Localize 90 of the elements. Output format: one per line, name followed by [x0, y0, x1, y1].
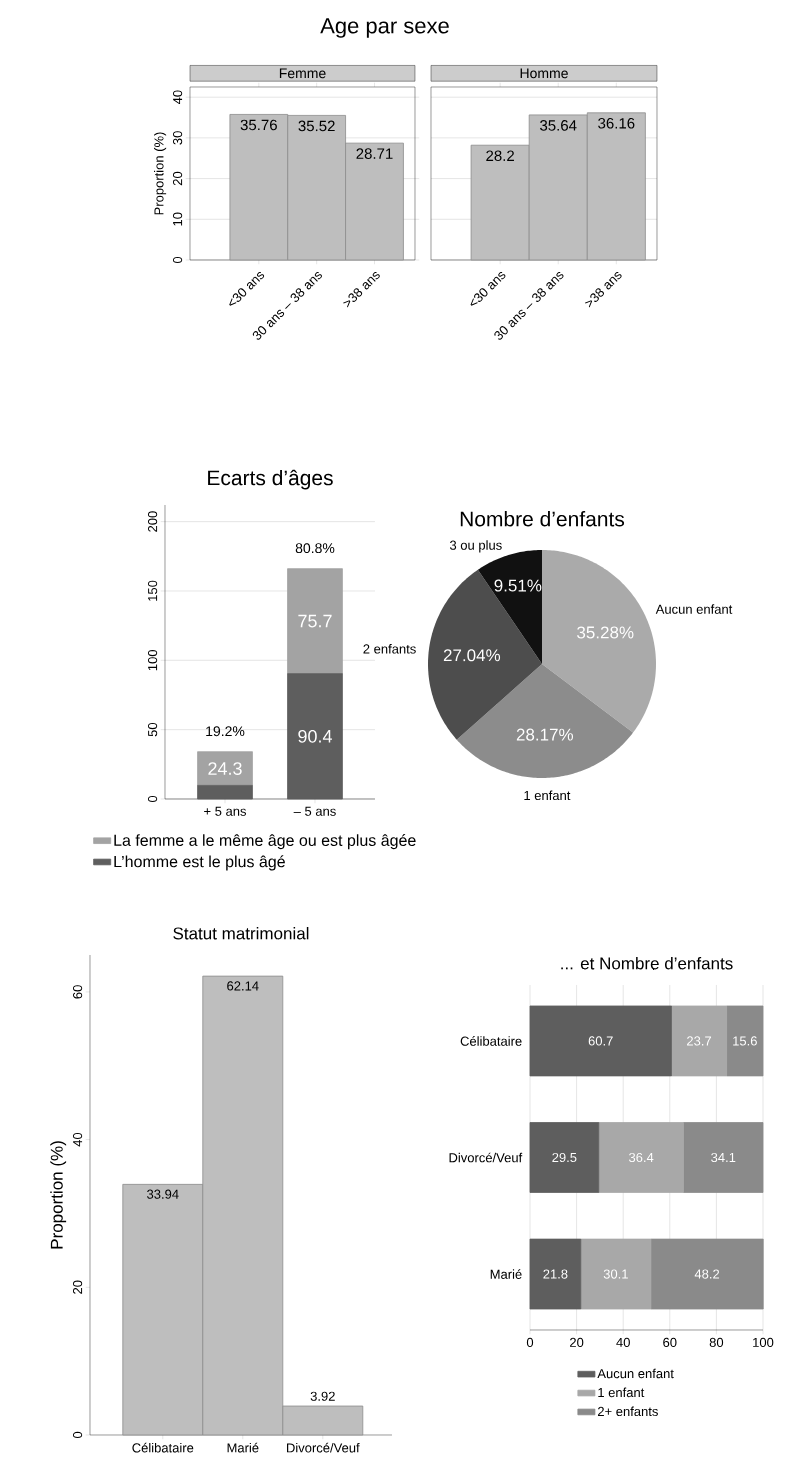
y-tick-label: 20 [72, 1280, 83, 1294]
x-tick-label: <30 ans [470, 272, 506, 306]
data-label: 35.28% [577, 626, 634, 639]
x-tick-label: 0 [526, 1337, 534, 1347]
bar [580, 1238, 652, 1310]
chart-title: ... et Nombre d’enfants [561, 956, 733, 970]
y-tick-label: 40 [72, 1132, 83, 1147]
x-tick-label: <30 ans [229, 272, 265, 306]
x-tick-label: 40 [616, 1337, 630, 1347]
bar [683, 1122, 764, 1193]
bar [726, 1005, 764, 1077]
data-label: 28.2 [486, 150, 514, 162]
y-tick-label: 40 [172, 90, 183, 105]
bar [650, 1238, 764, 1310]
data-label: 28.17% [516, 728, 574, 741]
y-axis-title: Proportion (%) [50, 1141, 67, 1249]
y-tick-label: 0 [172, 256, 183, 264]
y-axis-title: Proportion (%) [154, 132, 167, 215]
data-label: 35.52 [298, 120, 335, 132]
data-label: 29.5 [552, 1152, 577, 1163]
chart-title: Nombre d’enfants [460, 511, 625, 527]
bar [529, 1005, 672, 1077]
data-label: 36.4 [628, 1152, 654, 1163]
y-tick-label: 30 [172, 131, 183, 145]
slice-label: 3 ou plus [449, 540, 502, 553]
x-tick-label: – 5 ans [293, 806, 336, 816]
data-label: 3.92 [310, 1391, 335, 1401]
data-label: 15.6 [733, 1036, 757, 1046]
y-tick-label: Célibataire [460, 1036, 522, 1046]
data-label: 30.1 [603, 1269, 628, 1279]
x-tick-label: 100 [753, 1337, 774, 1347]
data-label: 75.7 [298, 614, 332, 628]
legend-label: Aucun enfant [597, 1368, 674, 1379]
slice-label: 2 enfants [363, 644, 416, 654]
x-tick-label: Marié [227, 1442, 259, 1453]
x-tick-label: + 5 ans [204, 806, 247, 816]
x-tick-label: Divorcé/Veuf [287, 1442, 360, 1453]
y-tick-label: 60 [72, 985, 83, 999]
x-tick-label: 20 [570, 1337, 584, 1347]
data-label: 48.2 [694, 1269, 720, 1279]
y-tick-label: 20 [172, 171, 183, 186]
annotation: 19.2% [206, 726, 245, 737]
bar [671, 1005, 728, 1077]
data-label: 33.94 [147, 1189, 179, 1199]
x-tick-label: 80 [709, 1337, 724, 1347]
chart-subtitle: Homme [520, 68, 568, 79]
x-tick-label: Célibataire [132, 1442, 194, 1453]
chart-subtitle: Femme [279, 68, 326, 79]
legend-label: La femme a le même âge ou est plus âgée [114, 834, 416, 850]
data-label: 21.8 [543, 1269, 568, 1279]
y-tick-label: 10 [172, 212, 183, 226]
annotation: 80.8% [295, 543, 335, 554]
x-tick-label: 60 [663, 1337, 677, 1347]
data-label: 23.7 [687, 1036, 712, 1046]
chart-title: Statut matrimonial [173, 926, 309, 940]
bar [529, 1238, 582, 1310]
y-tick-label: 50 [147, 722, 158, 737]
bar [197, 785, 253, 800]
y-tick-label: 150 [147, 580, 158, 601]
bar [529, 1122, 600, 1193]
x-tick-label: >38 ans [343, 272, 380, 308]
data-label: 9.51% [494, 579, 542, 592]
slice-label: Aucun enfant [655, 604, 733, 614]
chart-title: Age par sexe [320, 18, 449, 38]
data-label: 28.71 [356, 148, 393, 159]
data-label: 34.1 [711, 1152, 736, 1163]
bar [598, 1122, 684, 1193]
y-tick-label: 0 [147, 795, 158, 803]
legend-label: 2+ enfants [598, 1406, 658, 1417]
legend-label: 1 enfant [598, 1387, 645, 1398]
bar [197, 751, 253, 786]
legend-label: L’homme est le plus âgé [114, 855, 285, 871]
y-tick-label: 200 [147, 511, 158, 532]
data-label: 35.76 [240, 119, 277, 131]
chart-title: Ecarts d’âges [208, 469, 333, 490]
bar [287, 673, 343, 800]
x-tick-label: >38 ans [584, 272, 622, 308]
data-label: 27.04% [443, 649, 501, 662]
y-tick-label: Divorcé/Veuf [449, 1152, 523, 1163]
data-label: 36.16 [598, 118, 635, 129]
data-label: 24.3 [208, 762, 242, 775]
data-label: 90.4 [298, 729, 332, 743]
y-tick-label: 100 [147, 649, 158, 671]
data-label: 60.7 [588, 1036, 613, 1046]
y-tick-label: Marié [490, 1269, 522, 1279]
slice-label: 1 enfant [524, 790, 571, 801]
bar [287, 568, 343, 675]
data-label: 35.64 [540, 120, 577, 131]
data-label: 62.14 [227, 981, 259, 991]
y-tick-label: 0 [72, 1431, 83, 1439]
